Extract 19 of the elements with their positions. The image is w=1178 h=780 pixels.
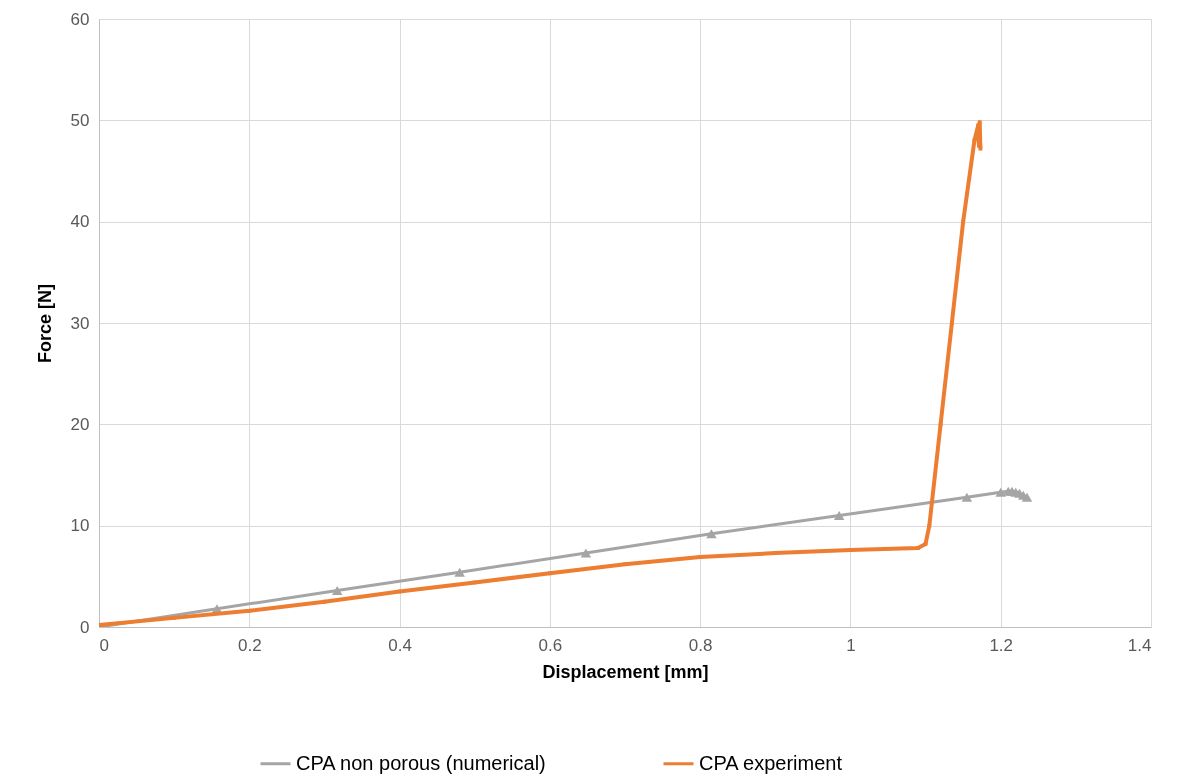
x-tick-label: 1.2 (989, 635, 1014, 655)
legend-label: CPA experiment (699, 751, 843, 774)
x-tick-label: 1 (846, 635, 856, 655)
x-tick-label: 0.2 (237, 635, 262, 655)
y-tick-label: 0 (80, 617, 90, 637)
y-tick-label: 60 (70, 9, 90, 29)
x-tick-label: 0.4 (388, 635, 412, 655)
y-tick-label: 50 (70, 110, 90, 130)
y-tick-label: 30 (70, 313, 90, 333)
y-tick-label: 20 (70, 414, 90, 434)
x-axis-title: Displacement [mm] (542, 661, 709, 682)
x-tick-label: 1.4 (1127, 635, 1152, 655)
legend-label: CPA non porous (numerical) (296, 751, 546, 774)
x-tick-label: 0.6 (538, 635, 563, 655)
x-tick-label: 0.8 (688, 635, 713, 655)
y-tick-label: 40 (70, 212, 90, 232)
y-tick-label: 10 (70, 516, 90, 536)
y-axis-title: Force [N] (34, 283, 55, 364)
x-tick-label: 0 (99, 635, 109, 655)
